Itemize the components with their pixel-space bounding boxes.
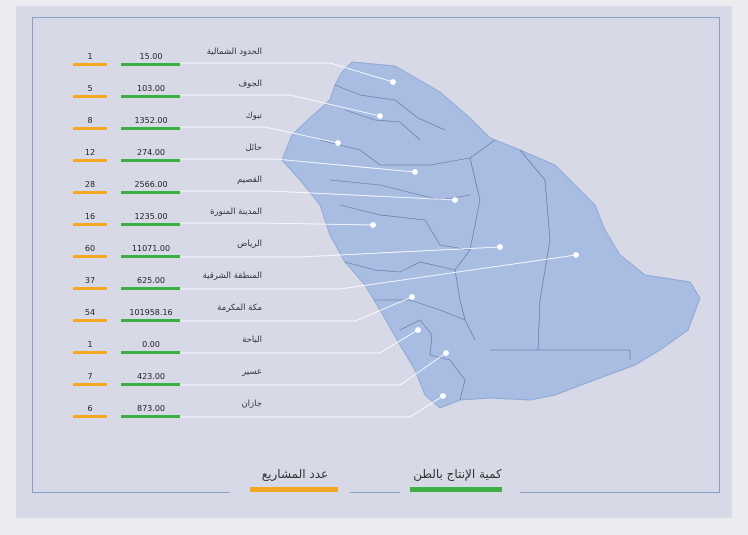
production-value: 101958.16 — [129, 308, 173, 317]
production-underline — [121, 255, 180, 258]
projects-underline — [73, 351, 107, 354]
projects-count: 6 — [87, 404, 93, 413]
projects-count: 1 — [87, 52, 93, 61]
projects-underline — [73, 415, 107, 418]
region-name: مكة المكرمة — [217, 303, 262, 313]
infographic-frame — [32, 17, 720, 493]
production-underline — [121, 63, 180, 66]
projects-underline — [73, 223, 107, 226]
region-name: الرياض — [237, 239, 262, 249]
projects-underline — [73, 95, 107, 98]
region-name: القصيم — [237, 175, 262, 185]
projects-count: 60 — [84, 244, 96, 253]
legend-production-swatch — [410, 487, 502, 492]
projects-underline — [73, 255, 107, 258]
projects-count: 16 — [84, 212, 96, 221]
production-value: 423.00 — [137, 372, 165, 381]
production-value: 0.00 — [142, 340, 160, 349]
production-value: 1352.00 — [134, 116, 168, 125]
legend-production-label: كمية الإنتاج بالطن — [413, 467, 502, 481]
projects-underline — [73, 63, 107, 66]
region-name: تبوك — [245, 111, 262, 121]
projects-count: 54 — [84, 308, 96, 317]
projects-count: 8 — [87, 116, 93, 125]
region-name: الباحة — [242, 335, 262, 345]
projects-underline — [73, 191, 107, 194]
production-value: 873.00 — [137, 404, 165, 413]
region-name: المنطقة الشرقية — [202, 271, 262, 281]
production-underline — [121, 383, 180, 386]
production-value: 625.00 — [137, 276, 165, 285]
projects-count: 28 — [84, 180, 96, 189]
legend-projects-label: عدد المشاريع — [261, 467, 329, 481]
projects-count: 5 — [87, 84, 93, 93]
map-shape — [281, 61, 701, 409]
projects-underline — [73, 319, 107, 322]
production-value: 15.00 — [139, 52, 163, 61]
production-value: 103.00 — [137, 84, 165, 93]
legend-projects-swatch — [250, 487, 338, 492]
production-underline — [121, 287, 180, 290]
production-underline — [121, 127, 180, 130]
production-value: 274.00 — [137, 148, 165, 157]
production-value: 2566.00 — [134, 180, 168, 189]
projects-underline — [73, 287, 107, 290]
projects-count: 7 — [87, 372, 93, 381]
production-value: 11071.00 — [131, 244, 171, 253]
region-name: الجوف — [238, 79, 262, 89]
projects-underline — [73, 383, 107, 386]
production-underline — [121, 319, 180, 322]
projects-count: 1 — [87, 340, 93, 349]
production-value: 1235.00 — [134, 212, 168, 221]
production-underline — [121, 223, 180, 226]
projects-underline — [73, 159, 107, 162]
region-name: عسير — [242, 367, 262, 377]
production-underline — [121, 351, 180, 354]
region-name: جازان — [241, 399, 262, 409]
region-name: حائل — [245, 143, 262, 153]
projects-underline — [73, 127, 107, 130]
production-underline — [121, 415, 180, 418]
region-name: المدينة المنورة — [210, 207, 262, 217]
projects-count: 37 — [84, 276, 96, 285]
production-underline — [121, 95, 180, 98]
production-underline — [121, 159, 180, 162]
production-underline — [121, 191, 180, 194]
region-name: الحدود الشمالية — [206, 47, 262, 57]
projects-count: 12 — [84, 148, 96, 157]
